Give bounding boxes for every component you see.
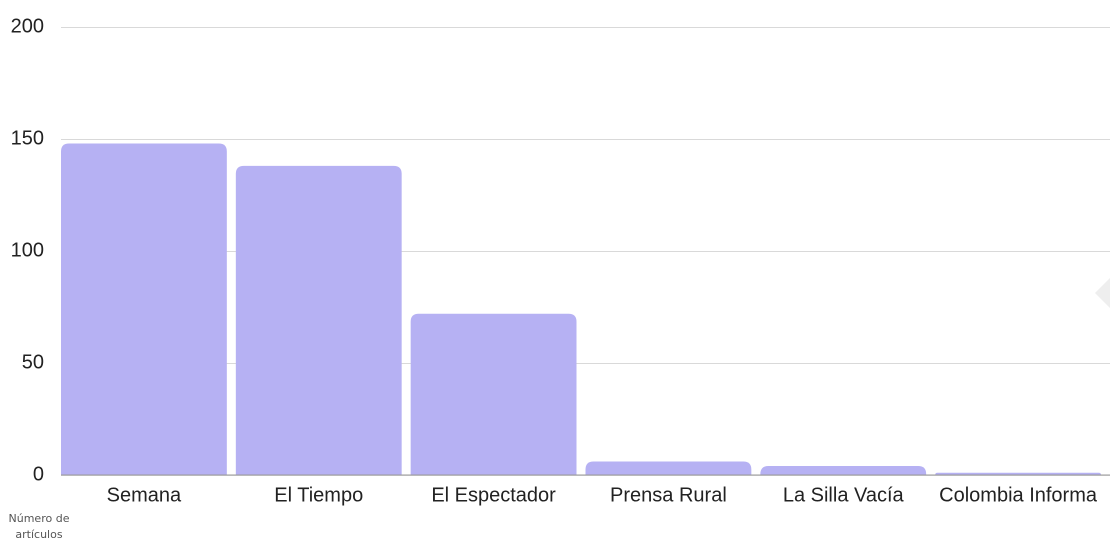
x-tick-label: Colombia Informa	[939, 484, 1098, 506]
y-axis-label: Número de artículos	[8, 512, 70, 541]
y-tick-label: 200	[11, 15, 44, 37]
bar	[61, 143, 227, 476]
x-tick-label: La Silla Vacía	[783, 484, 905, 506]
x-tick-label: Prensa Rural	[610, 484, 727, 506]
x-tick-label: El Espectador	[431, 484, 556, 506]
y-tick-label: 150	[11, 127, 44, 149]
x-tick-label: El Tiempo	[274, 484, 363, 506]
bar	[410, 313, 577, 475]
bar	[235, 165, 402, 475]
y-tick-label: 100	[11, 239, 44, 261]
bar	[935, 472, 1101, 475]
scroll-hint	[1095, 278, 1110, 308]
x-tick-label: Semana	[107, 484, 182, 506]
bar	[760, 466, 927, 475]
bar	[585, 461, 752, 475]
y-tick-label: 50	[22, 351, 44, 373]
y-tick-label: 0	[33, 463, 44, 485]
